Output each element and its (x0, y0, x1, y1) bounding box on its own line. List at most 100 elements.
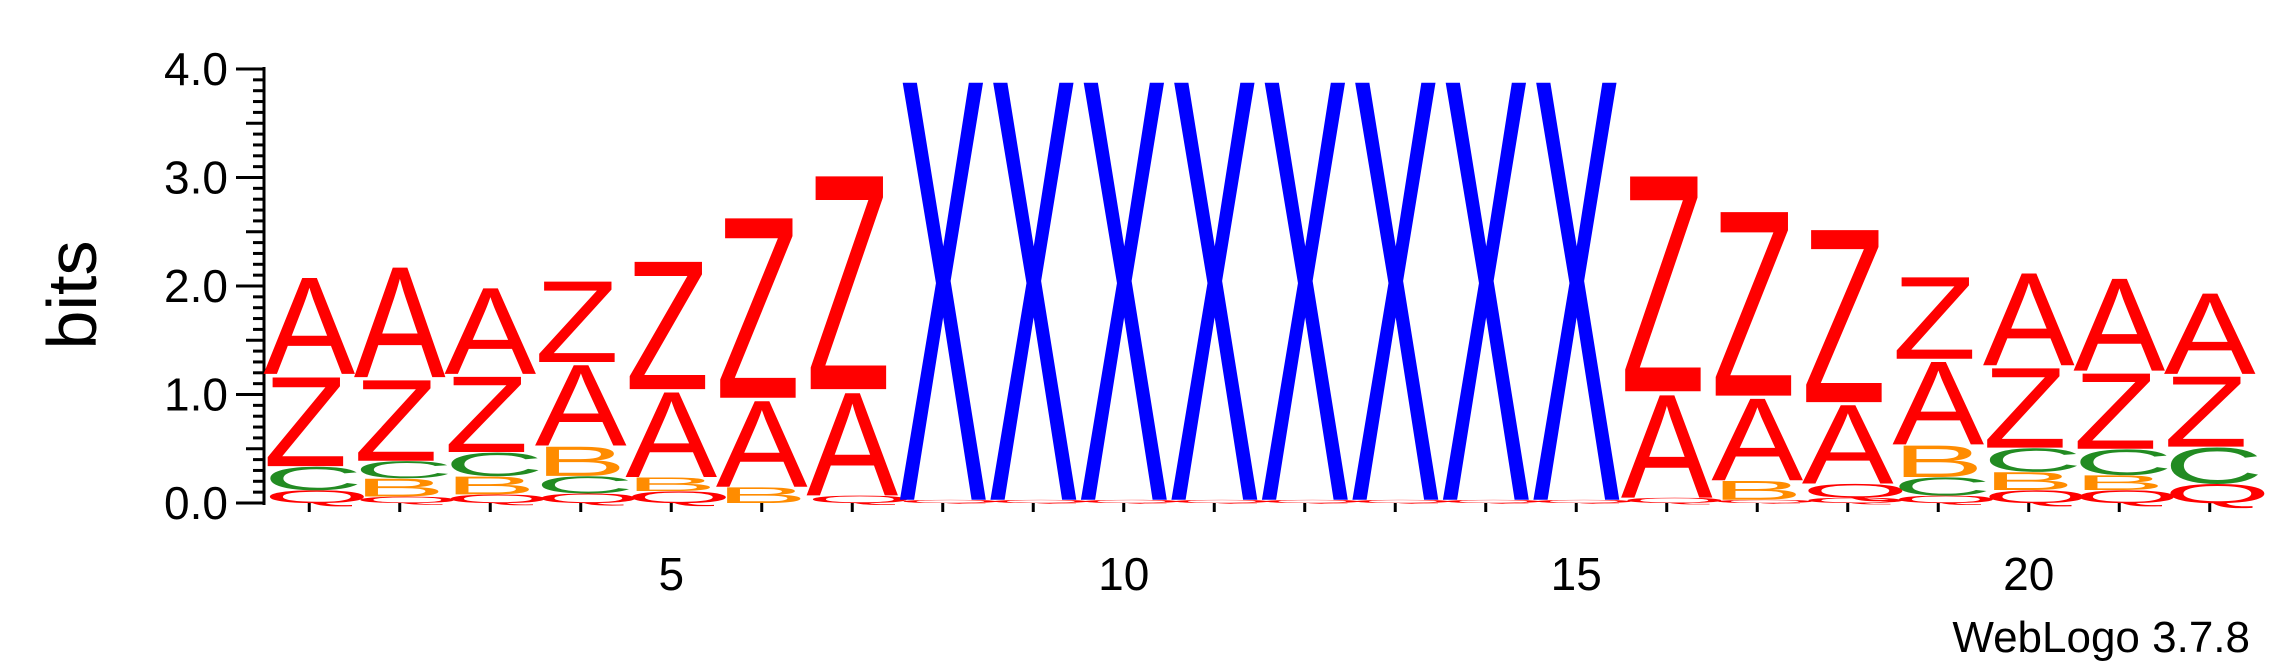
glyph-X: X (1349, 0, 1441, 629)
glyph-B: B (1983, 467, 2075, 496)
glyph-A: A (716, 374, 808, 513)
glyph-B: B (354, 473, 446, 502)
glyph-B: B (625, 473, 717, 495)
logo-column-15: QX (1530, 0, 1637, 629)
logo-column-13: QX (1349, 0, 1456, 629)
glyph-Q: Q (354, 495, 461, 505)
glyph-Q: Q (1802, 496, 1909, 504)
glyph-Z: Z (716, 163, 800, 454)
glyph-Z: Z (263, 350, 347, 494)
glyph-C: C (1892, 472, 1991, 501)
glyph-Q: Q (263, 487, 370, 507)
glyph-Q: Q (806, 493, 913, 505)
glyph-B: B (716, 483, 808, 508)
glyph-A: A (354, 233, 446, 412)
glyph-C: C (1983, 442, 2082, 479)
glyph-B: B (1892, 436, 1984, 487)
glyph-X: X (987, 0, 1079, 629)
glyph-X: X (1168, 0, 1260, 629)
y-axis: 0.0 1.0 2.0 3.0 4.0 (164, 43, 266, 529)
glyph-X: X (1259, 0, 1351, 629)
glyph-X: X (1078, 0, 1170, 629)
y-tick-label: 0.0 (164, 477, 228, 529)
glyph-C: C (444, 446, 543, 483)
glyph-A: A (806, 362, 898, 528)
logo-column-6: BAZ (716, 163, 808, 514)
logo-column-11: QX (1168, 0, 1275, 629)
glyph-Z: Z (444, 355, 528, 476)
glyph-A: A (625, 366, 717, 503)
glyph-Q: Q (1530, 499, 1637, 504)
glyph-A: A (1621, 364, 1713, 530)
glyph-A: A (2073, 250, 2165, 400)
glyph-B: B (535, 438, 627, 485)
logo-column-8: QX (897, 0, 1004, 629)
glyph-A: A (1983, 244, 2075, 394)
x-tick-label: 15 (1551, 548, 1602, 600)
glyph-Z: Z (1802, 175, 1886, 455)
glyph-Q: Q (1621, 496, 1728, 504)
logo-glyphs: QCZAQBCZAQBCZAQCBAZQBAZBAZQAZQXQXQXQXQXQ… (263, 0, 2271, 629)
glyph-Q: Q (535, 491, 642, 506)
glyph-C: C (263, 460, 362, 497)
logo-column-14: QX (1440, 0, 1547, 629)
logo-column-16: QAZ (1621, 110, 1728, 529)
x-axis: 5 10 15 20 (307, 503, 2212, 600)
glyph-Z: Z (1711, 154, 1795, 452)
glyph-Z: Z (1621, 110, 1705, 458)
y-tick-label: 1.0 (164, 369, 228, 421)
glyph-Q: Q (1259, 499, 1366, 504)
glyph-A: A (444, 261, 536, 400)
glyph-B: B (2073, 471, 2165, 495)
glyph-Q: Q (1440, 499, 1547, 504)
glyph-A: A (535, 340, 627, 471)
glyph-Q: Q (987, 499, 1094, 504)
glyph-Q: Q (1711, 499, 1818, 504)
glyph-Q: Q (1802, 480, 1909, 502)
glyph-X: X (1530, 0, 1622, 629)
glyph-B: B (444, 471, 536, 500)
logo-column-9: QX (987, 0, 1094, 629)
y-tick-label: 4.0 (164, 43, 228, 95)
glyph-Z: Z (1892, 253, 1976, 385)
glyph-Z: Z (1983, 343, 2067, 472)
logo-column-12: QX (1259, 0, 1366, 629)
glyph-A: A (1892, 337, 1984, 471)
glyph-Q: Q (1892, 493, 1999, 505)
glyph-A: A (1711, 374, 1803, 506)
glyph-C: C (2073, 442, 2172, 482)
glyph-Q: Q (1349, 499, 1456, 504)
logo-column-10: QX (1078, 0, 1185, 629)
x-tick-label: 10 (1098, 548, 1149, 600)
glyph-C: C (2164, 437, 2263, 494)
glyph-Z: Z (2164, 354, 2248, 468)
glyph-Q: Q (625, 488, 732, 507)
glyph-Q: Q (1168, 499, 1275, 504)
glyph-X: X (1440, 0, 1532, 629)
glyph-Z: Z (535, 257, 619, 388)
glyph-Q: Q (2164, 479, 2271, 510)
glyph-C: C (535, 471, 634, 498)
glyph-X: X (897, 0, 989, 629)
x-tick-label: 5 (658, 548, 684, 600)
glyph-Z: Z (2073, 351, 2157, 472)
glyph-Z: Z (354, 356, 438, 487)
logo-column-7: QAZ (806, 109, 913, 528)
glyph-Z: Z (806, 109, 890, 455)
glyph-Q: Q (444, 492, 551, 506)
glyph-Q: Q (897, 499, 1004, 504)
glyph-Q: Q (1983, 487, 2090, 507)
glyph-A: A (263, 249, 355, 404)
glyph-B: B (1711, 475, 1803, 506)
